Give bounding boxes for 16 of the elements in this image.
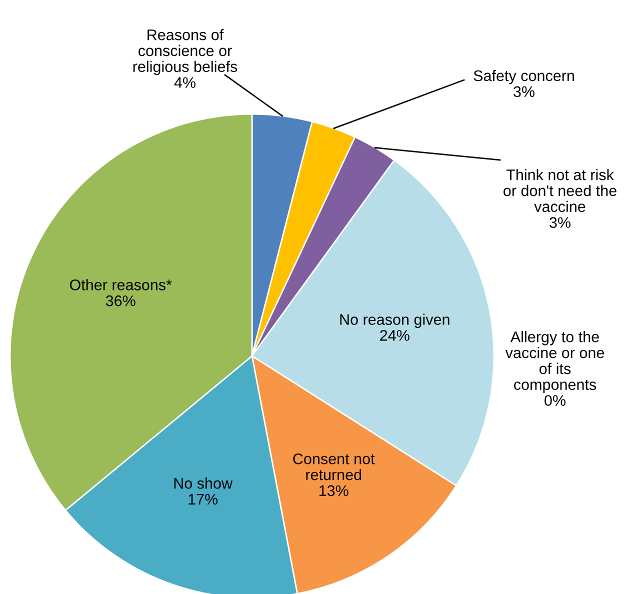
category-label: Allergy to the vaccine or one of its components — [505, 331, 604, 394]
data-label: 36% — [106, 295, 136, 306]
text: 0% — [544, 395, 566, 406]
slice-label: Think not at risk or don't need the vaccine — [504, 169, 616, 212]
slice-label: Consent not returned — [293, 453, 375, 480]
data-label: 3% — [514, 86, 534, 98]
slice-label: Other reasons* — [70, 279, 172, 290]
data-label: 13% — [319, 485, 348, 496]
slice-label: Safety concern — [474, 70, 574, 84]
slice-label: No reason given — [340, 314, 450, 328]
slice-label: Reasons of conscience or religious beliefs — [133, 29, 238, 76]
data-label: 17% — [188, 494, 218, 505]
data-label: 4% — [174, 77, 196, 88]
slice-label: No show — [174, 478, 233, 489]
data-label: 3% — [550, 217, 570, 228]
data-label: 24% — [380, 330, 410, 341]
